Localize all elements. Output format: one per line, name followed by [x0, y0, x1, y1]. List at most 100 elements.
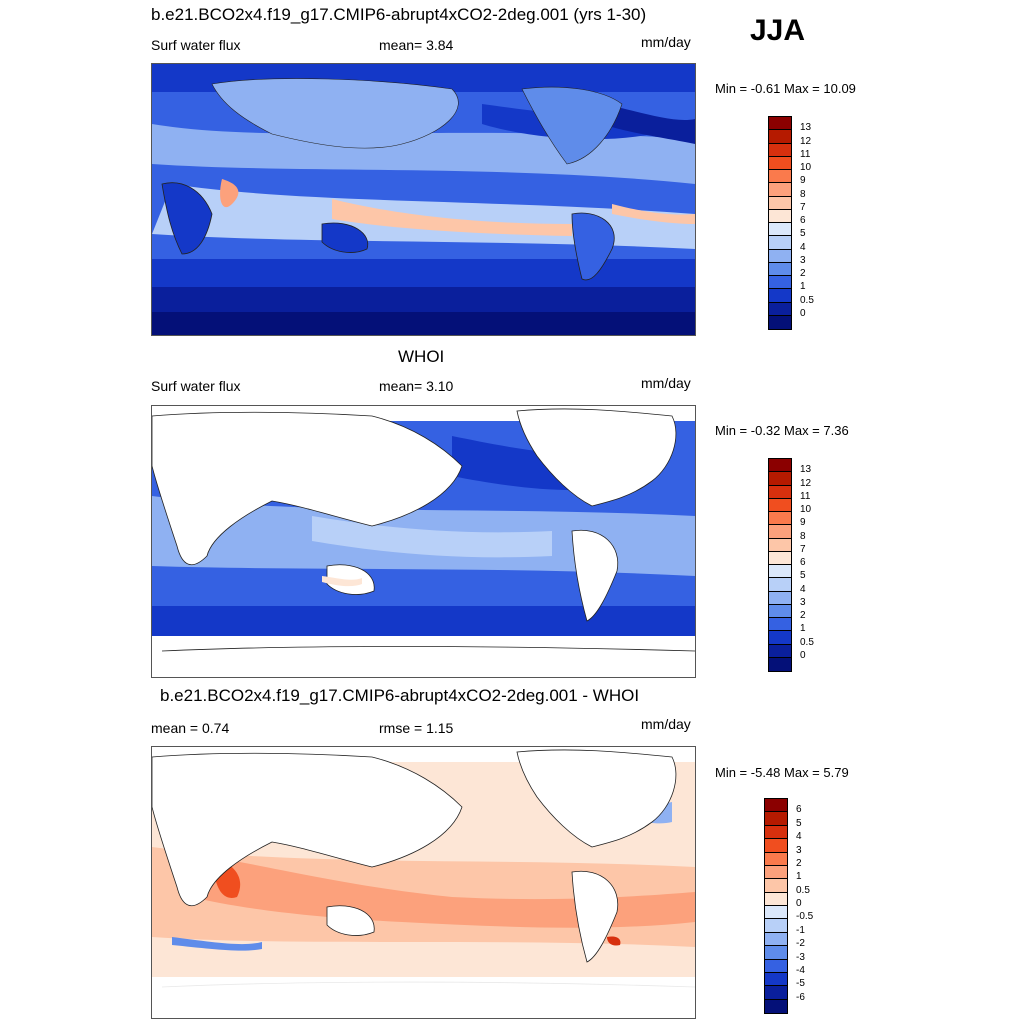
- panel2-colorbar-swatch: [769, 525, 791, 539]
- panel3-colorbar-tick-label: -6: [796, 991, 805, 1003]
- panel2-colorbar-swatch: [769, 498, 791, 512]
- panel2-colorbar-swatch: [769, 631, 791, 645]
- panel1-colorbar-swatch: [769, 289, 791, 303]
- panel3-colorbar-tick-label: -1: [796, 924, 805, 936]
- panel1-colorbar-tick-label: 8: [800, 188, 806, 200]
- panel1-colorbar-tick-label: 6: [800, 215, 806, 226]
- panel2-colorbar-tick-label: 5: [800, 570, 806, 582]
- panel2-colorbar-swatch: [769, 604, 791, 618]
- panel1-colorbar-swatch: [769, 315, 791, 329]
- panel2-colorbar-swatch: [769, 472, 791, 486]
- panel2-colorbar-tick-label: 3: [800, 596, 806, 608]
- panel2-colorbar-swatch: [769, 578, 791, 592]
- panel2-colorbar: [768, 458, 792, 672]
- panel1-colorbar-tick-label: 9: [800, 175, 806, 187]
- panel2-colorbar-swatch: [769, 538, 791, 552]
- panel2-colorbar-tick-label: 12: [800, 477, 812, 489]
- panel3-colorbar-swatch: [765, 865, 787, 880]
- panel1-minmax-label: Min = -0.61 Max = 10.09: [715, 81, 856, 96]
- panel3-colorbar-swatch: [765, 812, 787, 826]
- panel1-colorbar-swatch: [769, 196, 791, 210]
- panel3-mean-label: mean = 0.74: [151, 720, 230, 736]
- panel3-colorbar-tick-label: 2: [796, 857, 802, 869]
- panel3-units-label: mm/day: [641, 716, 691, 732]
- panel3-colorbar-swatch: [765, 932, 787, 947]
- panel1-colorbar-swatch: [769, 170, 791, 184]
- panel2-colorbar-swatch: [769, 459, 791, 473]
- panel1-title: b.e21.BCO2x4.f19_g17.CMIP6-abrupt4xCO2-2…: [151, 5, 647, 24]
- panel3-colorbar-tick-label: 3: [796, 844, 802, 856]
- panel1-colorbar-swatch: [769, 276, 791, 290]
- panel3-colorbar-swatch: [765, 839, 787, 853]
- panel1-variable-label: Surf water flux: [151, 37, 241, 53]
- panel3-colorbar-tick-label: 0.5: [796, 884, 810, 896]
- panel2-colorbar-swatch: [769, 644, 791, 658]
- panel1-colorbar-tick-label: 7: [800, 201, 806, 213]
- panel1-colorbar-tick-label: 2: [800, 268, 806, 279]
- panel3-colorbar-swatch: [765, 986, 787, 1000]
- panel1-colorbar-tick-label: 13: [800, 122, 812, 134]
- panel3-colorbar-tick-label: -2: [796, 938, 805, 950]
- panel2-colorbar-tick-label: 0: [800, 649, 806, 661]
- panel1-colorbar-tick-label: 0: [800, 307, 806, 319]
- panel2-colorbar-swatch: [769, 485, 791, 499]
- panel2-colorbar-swatch: [769, 618, 791, 632]
- panel3-minmax-label: Min = -5.48 Max = 5.79: [715, 765, 849, 780]
- panel2-colorbar-tick-label: 11: [800, 490, 811, 502]
- panel2-map: [151, 405, 696, 678]
- panel1-colorbar-swatch: [769, 117, 791, 131]
- panel3-colorbar-swatch: [765, 959, 787, 973]
- panel2-colorbar-swatch: [769, 565, 791, 579]
- panel3-colorbar-tick-label: 1: [796, 871, 802, 883]
- panel3-colorbar-swatch: [765, 892, 787, 906]
- panel1-colorbar-swatch: [769, 236, 791, 250]
- panel3-colorbar-tick-label: -3: [796, 951, 805, 963]
- panel1-colorbar-swatch: [769, 156, 791, 170]
- panel1-colorbar-tick-label: 3: [800, 254, 806, 266]
- panel2-colorbar-swatch: [769, 551, 791, 565]
- panel1-colorbar-tick-label: 10: [800, 162, 812, 173]
- panel3-map: [151, 746, 696, 1019]
- panel2-variable-label: Surf water flux: [151, 378, 241, 394]
- panel3-title: b.e21.BCO2x4.f19_g17.CMIP6-abrupt4xCO2-2…: [160, 686, 640, 705]
- panel1-colorbar-tick-label: 5: [800, 228, 806, 240]
- panel1-colorbar-swatch: [769, 302, 791, 316]
- panel2-colorbar-tick-label: 9: [800, 517, 806, 529]
- panel1-colorbar-swatch: [769, 223, 791, 237]
- panel2-colorbar-tick-label: 2: [800, 610, 806, 621]
- panel1-map: [151, 63, 696, 336]
- panel1-units-label: mm/day: [641, 34, 691, 50]
- panel2-colorbar-swatch: [769, 657, 791, 671]
- panel3-colorbar-tick-label: 6: [796, 804, 802, 816]
- panel2-colorbar-tick-label: 13: [800, 464, 812, 476]
- panel3-colorbar-swatch: [765, 919, 787, 933]
- panel2-colorbar-tick-label: 1: [800, 623, 806, 635]
- panel3-colorbar-tick-label: -4: [796, 964, 805, 976]
- panel2-colorbar-tick-label: 4: [800, 583, 806, 595]
- panel1-mean-label: mean= 3.84: [379, 37, 454, 53]
- panel1-colorbar-tick-label: 11: [800, 148, 811, 160]
- panel1-colorbar-swatch: [769, 262, 791, 276]
- panel3-colorbar-swatch: [765, 825, 787, 840]
- panel1-colorbar: [768, 116, 792, 330]
- panel3-colorbar-swatch: [765, 879, 787, 893]
- panel1-colorbar-tick-label: 4: [800, 241, 806, 253]
- panel3-colorbar-swatch: [765, 799, 787, 813]
- panel3-colorbar-tick-label: 5: [796, 817, 802, 829]
- panel1-colorbar-tick-label: 12: [800, 135, 812, 147]
- panel1-colorbar-swatch: [769, 209, 791, 223]
- panel2-colorbar-tick-label: 0.5: [800, 636, 814, 648]
- panel3-colorbar-tick-label: 0: [796, 898, 802, 909]
- panel2-units-label: mm/day: [641, 375, 691, 391]
- panel2-colorbar-tick-label: 8: [800, 530, 806, 542]
- panel2-colorbar-swatch: [769, 512, 791, 526]
- panel2-colorbar-swatch: [769, 591, 791, 605]
- panel3-rmse-label: rmse = 1.15: [379, 720, 454, 736]
- panel2-mean-label: mean= 3.10: [379, 378, 454, 394]
- panel1-colorbar-swatch: [769, 183, 791, 197]
- panel2-colorbar-tick-label: 6: [800, 557, 806, 568]
- panel1-colorbar-tick-label: 1: [800, 281, 806, 293]
- season-label: JJA: [750, 14, 806, 47]
- panel1-colorbar-swatch: [769, 130, 791, 144]
- panel3-colorbar-tick-label: -5: [796, 978, 805, 990]
